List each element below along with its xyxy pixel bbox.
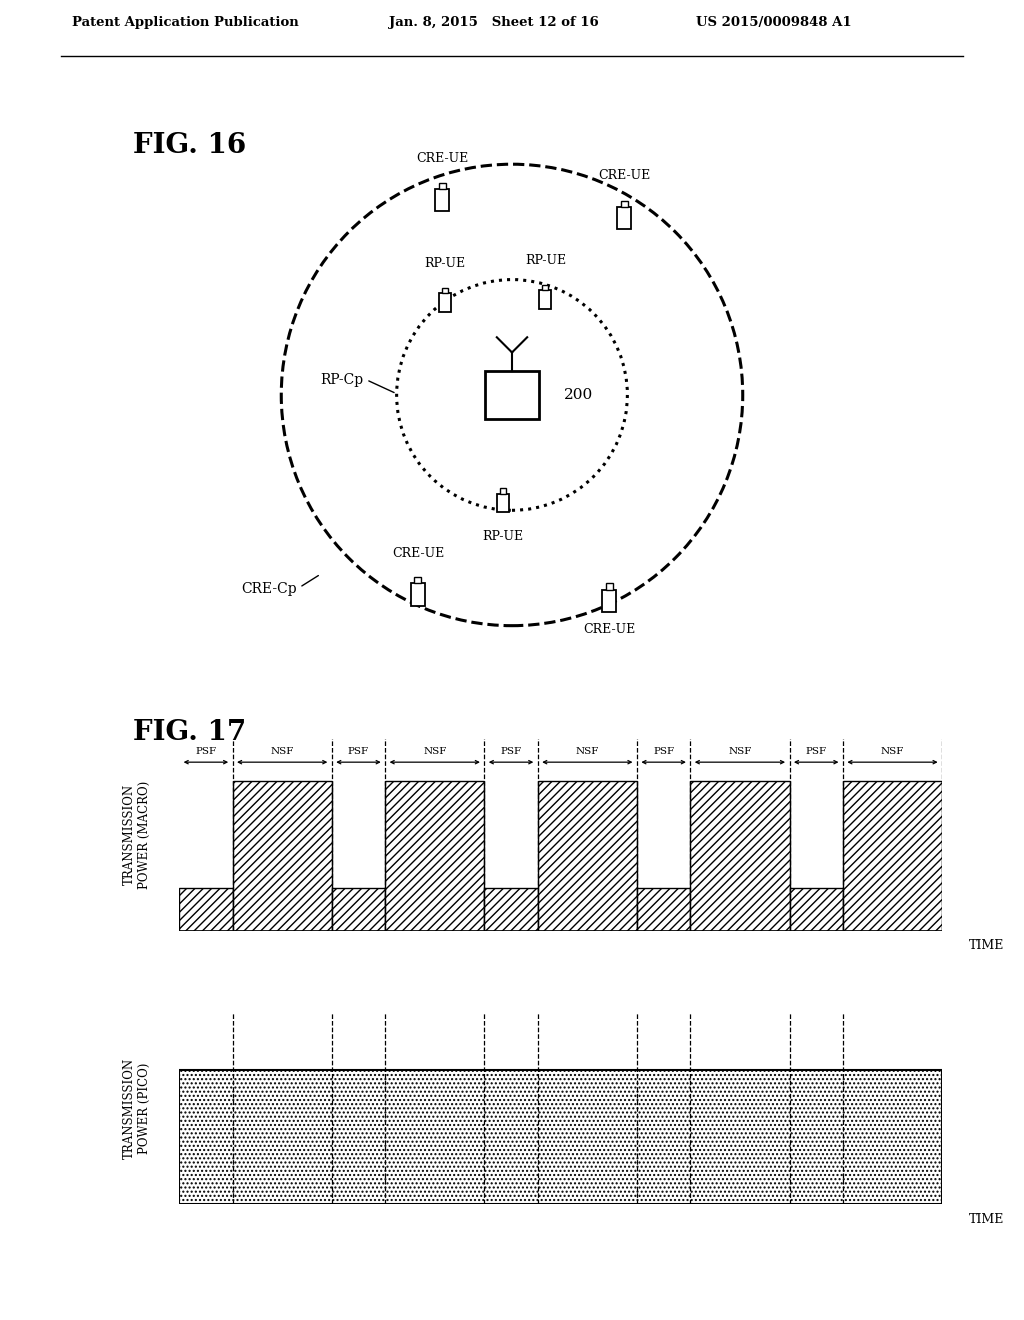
Bar	[497, 494, 509, 512]
Bar	[605, 583, 612, 590]
Bar	[843, 781, 942, 931]
Text: CRE-UE: CRE-UE	[416, 152, 468, 165]
Bar	[540, 290, 551, 309]
Text: CRE-UE: CRE-UE	[583, 623, 635, 636]
Text: TIME: TIME	[969, 940, 1005, 953]
Text: CRE-UE: CRE-UE	[392, 546, 444, 560]
Bar	[790, 888, 843, 931]
Text: 200: 200	[563, 388, 593, 403]
Text: RP-Cp: RP-Cp	[321, 372, 364, 387]
Bar	[385, 781, 484, 931]
Text: PSF: PSF	[348, 747, 369, 756]
Bar	[602, 590, 616, 611]
Bar	[621, 201, 628, 207]
Text: FIG. 17: FIG. 17	[133, 719, 247, 746]
Text: RP-UE: RP-UE	[525, 255, 566, 268]
Text: PSF: PSF	[196, 747, 216, 756]
Text: TRANSMISSION
POWER (MACRO): TRANSMISSION POWER (MACRO)	[123, 780, 152, 890]
Text: CRE-UE: CRE-UE	[598, 169, 650, 182]
Bar	[415, 577, 422, 583]
Bar	[411, 583, 425, 606]
Bar	[543, 285, 549, 290]
Bar	[617, 207, 632, 230]
Text: PSF: PSF	[653, 747, 674, 756]
Bar	[690, 781, 790, 931]
Text: NSF: NSF	[423, 747, 446, 756]
Bar	[435, 189, 450, 211]
Text: NSF: NSF	[881, 747, 904, 756]
Bar	[438, 182, 445, 189]
Bar	[538, 781, 637, 931]
Text: CRE-Cp: CRE-Cp	[241, 582, 296, 597]
Bar	[179, 1069, 942, 1204]
Text: RP-UE: RP-UE	[425, 257, 466, 271]
Bar	[484, 888, 538, 931]
Text: PSF: PSF	[806, 747, 826, 756]
Text: US 2015/0009848 A1: US 2015/0009848 A1	[696, 16, 852, 29]
Text: NSF: NSF	[575, 747, 599, 756]
Text: TIME: TIME	[969, 1213, 1005, 1226]
Text: Jan. 8, 2015   Sheet 12 of 16: Jan. 8, 2015 Sheet 12 of 16	[389, 16, 599, 29]
Text: NSF: NSF	[270, 747, 294, 756]
Bar	[332, 888, 385, 931]
Bar	[637, 888, 690, 931]
Bar	[484, 371, 540, 420]
Text: RP-UE: RP-UE	[482, 529, 523, 543]
Bar	[442, 288, 449, 293]
Text: TRANSMISSION
POWER (PICO): TRANSMISSION POWER (PICO)	[123, 1057, 152, 1159]
Text: PSF: PSF	[501, 747, 521, 756]
Bar	[232, 781, 332, 931]
Bar	[179, 888, 232, 931]
Text: FIG. 16: FIG. 16	[133, 132, 247, 158]
Bar	[500, 488, 506, 494]
Text: NSF: NSF	[728, 747, 752, 756]
Bar	[439, 293, 452, 312]
Text: Patent Application Publication: Patent Application Publication	[72, 16, 298, 29]
